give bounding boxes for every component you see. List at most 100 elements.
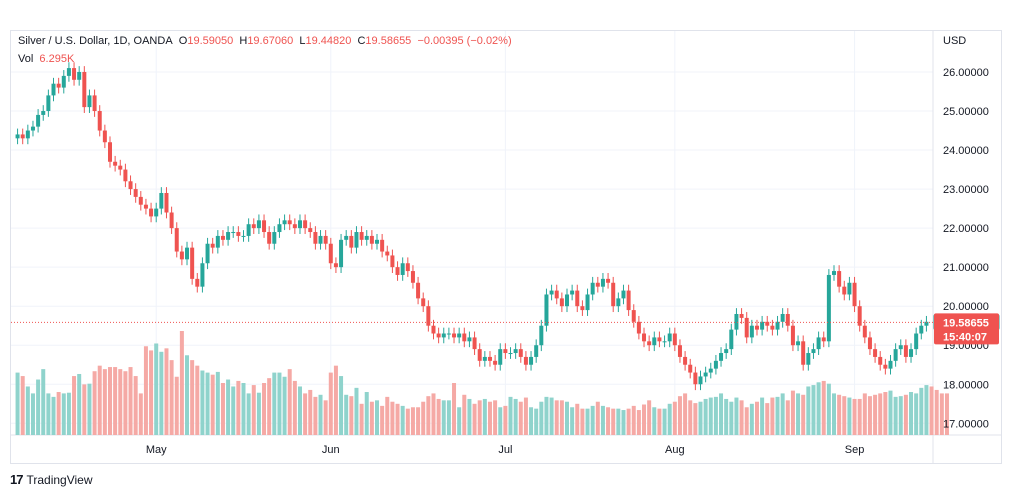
volume-bar bbox=[41, 369, 46, 435]
volume-bar bbox=[77, 373, 82, 435]
volume-bar bbox=[231, 386, 236, 435]
candle-body bbox=[416, 282, 421, 299]
symbol-title[interactable]: Silver / U.S. Dollar, 1D, OANDA bbox=[18, 35, 173, 47]
candle-body bbox=[226, 232, 231, 240]
candle-body bbox=[693, 372, 698, 385]
volume-bar bbox=[246, 393, 251, 435]
candle-body bbox=[549, 290, 554, 295]
volume-bar bbox=[780, 393, 785, 435]
volume-bar bbox=[662, 408, 667, 435]
open-label: O bbox=[178, 35, 188, 47]
candle-body bbox=[46, 95, 51, 112]
candle-body bbox=[457, 333, 462, 338]
tradingview-logo[interactable]: 17 TradingView bbox=[10, 472, 93, 487]
volume-bar bbox=[790, 390, 795, 435]
candle-body bbox=[195, 278, 200, 287]
volume-bar bbox=[467, 398, 472, 435]
candle-body bbox=[56, 83, 61, 88]
volume-bar bbox=[272, 372, 277, 435]
candle-body bbox=[61, 75, 66, 88]
volume-bar bbox=[369, 401, 374, 435]
volume-bar bbox=[292, 380, 297, 435]
candle-body bbox=[657, 337, 662, 342]
volume-bar bbox=[826, 383, 831, 435]
volume-bar bbox=[472, 403, 477, 435]
candle-body bbox=[698, 376, 703, 385]
volume-bar bbox=[529, 407, 534, 435]
candle-body bbox=[20, 134, 25, 139]
volume-bar bbox=[873, 394, 878, 435]
candle-body bbox=[713, 360, 718, 369]
candle-body bbox=[205, 243, 210, 264]
volume-bar bbox=[672, 401, 677, 435]
candle-body bbox=[611, 282, 616, 307]
candle-body bbox=[462, 333, 467, 342]
volume-bar bbox=[734, 397, 739, 435]
volume-bar bbox=[457, 407, 462, 435]
candle-body bbox=[631, 310, 636, 322]
candle-body bbox=[287, 220, 292, 225]
volume-bar bbox=[847, 397, 852, 435]
candle-body bbox=[523, 356, 528, 365]
low-value: 19.44820 bbox=[305, 35, 352, 47]
last-price-badge-label: 19.58655 bbox=[943, 317, 989, 329]
candle-body bbox=[498, 349, 503, 365]
candle-body bbox=[739, 313, 744, 318]
time-tick-label: Jul bbox=[498, 444, 512, 456]
volume-bar bbox=[313, 396, 318, 435]
volume-bar bbox=[215, 371, 220, 435]
candle-body bbox=[128, 181, 133, 190]
volume-bar bbox=[482, 398, 487, 435]
close-value: 19.58655 bbox=[365, 35, 412, 47]
price-tick-label: 18.00000 bbox=[943, 379, 989, 391]
candle-body bbox=[30, 126, 35, 131]
volume-bar bbox=[364, 392, 369, 435]
volume-bar bbox=[51, 396, 56, 435]
volume-bar bbox=[128, 367, 133, 435]
volume-bar bbox=[462, 394, 467, 435]
volume-bar bbox=[159, 351, 164, 435]
volume-bar bbox=[66, 392, 71, 435]
volume-bar bbox=[436, 398, 441, 435]
candle-body bbox=[262, 220, 267, 233]
volume-bar bbox=[575, 403, 580, 435]
candle-body bbox=[256, 220, 261, 229]
candle-body bbox=[790, 325, 795, 346]
candle-body bbox=[832, 271, 837, 275]
volume-bar bbox=[46, 393, 51, 435]
candle-body bbox=[236, 232, 241, 236]
volume-bar bbox=[713, 396, 718, 435]
candle-body bbox=[621, 290, 626, 299]
price-tick-label: 22.00000 bbox=[943, 223, 989, 235]
candle-body bbox=[765, 321, 770, 326]
candle-body bbox=[410, 271, 415, 283]
candle-body bbox=[883, 364, 888, 369]
volume-bar bbox=[744, 407, 749, 435]
candle-body bbox=[708, 368, 713, 373]
time-tick-label: May bbox=[146, 444, 167, 456]
volume-bar bbox=[693, 403, 698, 435]
volume-bar bbox=[477, 400, 482, 435]
volume-bar bbox=[262, 383, 267, 435]
candle-body bbox=[267, 232, 272, 244]
candle-body bbox=[801, 341, 806, 365]
volume-bar bbox=[914, 393, 919, 435]
candle-body bbox=[914, 333, 919, 350]
candle-body bbox=[719, 353, 724, 361]
candle-body bbox=[703, 372, 708, 377]
candle-body bbox=[616, 298, 621, 307]
candle-body bbox=[647, 341, 652, 346]
candle-body bbox=[554, 290, 559, 299]
candle-body bbox=[600, 278, 605, 287]
volume-bar bbox=[503, 405, 508, 435]
candle-body bbox=[118, 165, 123, 170]
volume-bar bbox=[421, 401, 426, 435]
volume-bar bbox=[929, 386, 934, 435]
volume-label[interactable]: Vol bbox=[18, 53, 34, 65]
volume-bar bbox=[354, 387, 359, 435]
volume-bar bbox=[518, 401, 523, 435]
volume-bar bbox=[72, 376, 77, 435]
candle-body bbox=[734, 313, 739, 330]
volume-bar bbox=[683, 393, 688, 435]
